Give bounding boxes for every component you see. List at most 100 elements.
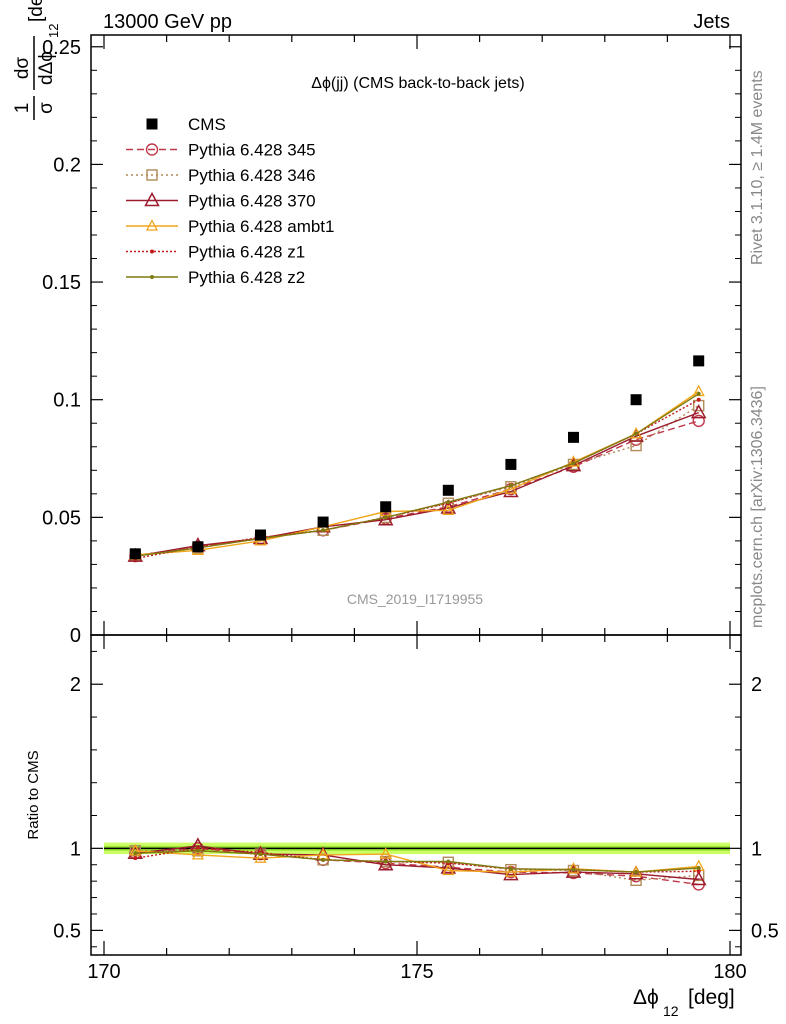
mc-point [571, 461, 576, 466]
legend-label: Pythia 6.428 370 [188, 192, 316, 211]
ratio-line [135, 850, 699, 873]
ratio-point [195, 848, 200, 853]
legend-marker [150, 275, 154, 279]
mc-point [692, 414, 705, 428]
series-pythia-6-428-346 [129, 399, 705, 561]
ratio-point [377, 856, 394, 871]
series-pythia-6-428-z2 [133, 391, 701, 559]
legend-marker [146, 118, 158, 130]
cms-point [630, 394, 642, 406]
mc-point [508, 483, 513, 488]
ylabel-d-den: dΔϕ [36, 51, 57, 85]
series-pythia-6-428-ambt1 [129, 384, 705, 560]
mc-point [696, 391, 701, 396]
ratio-point [254, 851, 267, 863]
series-line [135, 411, 699, 557]
ratio-y-tick-label-right: 2 [751, 674, 762, 696]
ratio-point [442, 863, 455, 876]
cms-point [129, 548, 141, 560]
legend-entry: CMS [146, 115, 226, 134]
ratio-point [690, 870, 707, 886]
ratio-point [446, 859, 451, 864]
cms-point [380, 501, 392, 513]
series-pythia-6-428-345 [129, 414, 705, 563]
cms-point [255, 529, 266, 541]
xlabel-unit: [deg] [688, 986, 735, 1009]
series-cms [129, 355, 705, 560]
cms-point [568, 431, 579, 443]
ratio-point [440, 859, 457, 874]
ratio-point [696, 869, 701, 874]
ylabel-unit: [deg [26, 0, 47, 22]
y-tick-label: 0.2 [53, 154, 81, 176]
ratio-panel-frame [90, 634, 742, 956]
y-axis-label: 1 σ dσ dΔϕ 12 [deg -1 ] [12, 0, 61, 120]
rivet-label: Rivet 3.1.10, ≥ 1.4M events [749, 70, 766, 265]
series-line [135, 420, 699, 557]
mcplots-label: mcplots.cern.ch [arXiv:1306.3436] [749, 386, 766, 628]
mc-point [696, 397, 701, 402]
ratio-line [135, 847, 699, 886]
ylabel-sub: 12 [46, 24, 61, 38]
legend-entry: Pythia 6.428 ambt1 [126, 217, 334, 236]
series-line [135, 393, 700, 557]
ratio-point [383, 859, 388, 864]
ratio-point [379, 847, 392, 859]
mc-point [442, 503, 455, 515]
legend-label: CMS [188, 115, 226, 134]
header-right: Jets [693, 11, 730, 33]
series-pythia-6-428-370 [127, 404, 707, 562]
xlabel-sub: 12 [663, 1003, 679, 1019]
ratio-point [191, 848, 204, 860]
ylabel-frac-den: σ [36, 102, 57, 114]
ratio-point [630, 874, 642, 887]
mc-point [634, 431, 639, 436]
analysis-id: CMS_2019_I1719955 [347, 591, 483, 607]
ratio-point [634, 870, 639, 875]
legend-label: Pythia 6.428 z2 [188, 268, 305, 287]
x-tick-label: 170 [87, 961, 120, 983]
x-tick-label: 175 [400, 961, 433, 983]
ratio-y-tick-label: 0.5 [53, 920, 81, 942]
axis-ticks: 0 0.05 0.1 0.15 0.2 0.25 0.5 0.5 1 1 2 2 170 175 180 [42, 35, 779, 983]
legend-entry: Pythia 6.428 370 [126, 192, 316, 211]
cms-point [192, 541, 204, 553]
cms-point [317, 516, 329, 528]
legend-marker [145, 219, 159, 231]
mc-point [446, 500, 451, 505]
legend-label: Pythia 6.428 345 [188, 141, 316, 160]
cms-point [442, 484, 454, 496]
ratio-line [135, 850, 699, 882]
ratio-point [321, 857, 326, 862]
legend-marker [144, 191, 160, 207]
y-tick-label: 0 [70, 625, 81, 647]
mc-point [321, 528, 326, 533]
series-pythia-6-428-z1 [133, 397, 701, 561]
ratio-point [565, 863, 582, 878]
legend-marker [150, 249, 154, 254]
ratio-y-tick-label: 2 [70, 674, 81, 696]
ratio-line [135, 845, 699, 881]
cms-point [693, 355, 705, 367]
ratio-point [133, 856, 138, 861]
legend-entry: Pythia 6.428 346 [126, 166, 316, 185]
ratio-point [571, 867, 576, 872]
x-tick-label: 180 [713, 961, 746, 983]
ratio-y-tick-label-right: 1 [751, 838, 762, 860]
ratio-point [508, 866, 513, 871]
ratio-point [567, 861, 580, 874]
y-tick-label: 0.25 [42, 37, 81, 59]
y-tick-label: 0.1 [53, 390, 81, 412]
mc-point [383, 515, 388, 520]
legend-marker [145, 143, 159, 156]
series-line [135, 399, 700, 560]
legend-label: Pythia 6.428 346 [188, 166, 316, 185]
legend-entry: Pythia 6.428 345 [126, 141, 316, 160]
y-tick-label: 0.05 [42, 507, 81, 529]
ratio-point [258, 852, 263, 857]
axes-frames [90, 34, 742, 956]
mc-point [690, 404, 707, 419]
legend-entry: Pythia 6.428 z2 [126, 268, 305, 287]
legend-marker [146, 169, 158, 181]
mc-point [440, 499, 457, 514]
